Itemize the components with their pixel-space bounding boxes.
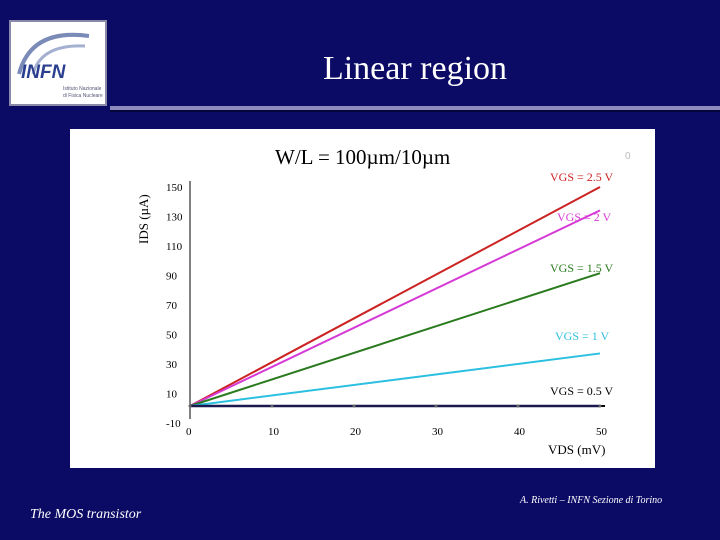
- footer-course-title: The MOS transistor: [30, 507, 142, 522]
- series-label: VGS = 1 V: [555, 329, 610, 343]
- x-tick-marker: [516, 404, 520, 408]
- y-tick-label: 150: [166, 182, 183, 194]
- series-label: VGS = 2 V: [557, 210, 612, 224]
- x-tick-marker: [188, 404, 192, 408]
- y-tick-label: 30: [166, 359, 178, 371]
- infn-logo: INFN Istituto Nazionale di Fisica Nuclea…: [9, 20, 107, 106]
- x-axis-label: VDS (mV): [548, 442, 605, 457]
- logo-mark: INFN: [21, 62, 67, 83]
- chart: W/L = 100µm/10µm 0 IDS (µA) VDS (mV) VGS…: [136, 145, 631, 457]
- series-label: VGS = 2.5 V: [550, 170, 614, 184]
- y-tick-label: 130: [166, 212, 183, 224]
- series-label: VGS = 1.5 V: [550, 261, 614, 275]
- logo-arc-inner: [31, 44, 86, 75]
- slide-title: Linear region: [322, 50, 508, 87]
- y-tick-label: -10: [166, 418, 181, 430]
- y-tick-label: 110: [166, 241, 183, 253]
- chart-series-layer: VGS = 2.5 V VGS = 2 V VGS = 1.5 V VGS = 1 V…: [189, 170, 614, 408]
- logo-line-1: Istituto Nazionale: [63, 86, 102, 92]
- x-tick-marker: [434, 404, 438, 408]
- logo-line-2: di Fisica Nucleare: [63, 93, 103, 99]
- x-tick-marker: [598, 404, 602, 408]
- logo-arc-outer: [17, 32, 90, 75]
- x-tick-label: 40: [514, 426, 526, 438]
- x-tick-label: 50: [596, 426, 608, 438]
- footer-author: A. Rivetti – INFN Sezione di Torino: [520, 495, 663, 506]
- series-label: VGS = 0.5 V: [550, 384, 614, 398]
- series-line: [189, 209, 601, 407]
- x-tick-label: 30: [432, 426, 444, 438]
- chart-title: W/L = 100µm/10µm: [275, 145, 450, 169]
- x-tick-label: 0: [186, 426, 192, 438]
- series-line: [189, 186, 601, 407]
- series-line: [189, 272, 601, 407]
- title-rule: [110, 106, 720, 110]
- infn-logo-graphic: INFN Istituto Nazionale di Fisica Nuclea…: [17, 32, 103, 99]
- y-axis-label: IDS (µA): [136, 194, 151, 244]
- x-tick-label: 20: [350, 426, 362, 438]
- series-line: [189, 352, 601, 407]
- y-tick-label: 90: [166, 271, 178, 283]
- chart-panel: W/L = 100µm/10µm 0 IDS (µA) VDS (mV) VGS…: [70, 129, 655, 468]
- y-tick-label: 10: [166, 389, 178, 401]
- x-tick-label: 10: [268, 426, 280, 438]
- y-tick-label: 70: [166, 300, 178, 312]
- slide-title-container: Linear region: [110, 50, 720, 88]
- y-tick-label: 50: [166, 330, 178, 342]
- x-tick-marker: [270, 404, 274, 408]
- chart-ticks-layer: 150 130 110 90 70 50 30 10 -10 0 10 20 30 40 50: [166, 182, 608, 438]
- x-tick-marker: [352, 404, 356, 408]
- chart-extra-label: 0: [625, 151, 631, 162]
